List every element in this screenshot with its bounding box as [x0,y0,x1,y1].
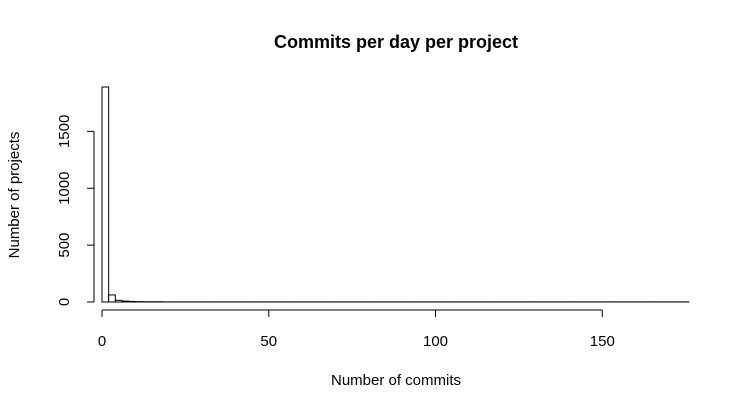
y-tick-label: 500 [56,233,73,258]
y-tick-label: 0 [56,298,73,306]
histogram-bar [101,86,110,303]
y-axis: 0 500 1000 1500 [56,115,95,306]
x-tick-label: 150 [590,333,615,350]
histogram-bar [114,299,123,303]
y-tick-label: 1500 [56,115,73,148]
x-tick-label: 0 [98,333,106,350]
histogram-bars [101,86,690,303]
histogram-bar [121,300,130,303]
x-axis-label: Number of commits [331,372,461,389]
y-axis-label: Number of projects [6,132,23,259]
chart-title: Commits per day per project [274,32,518,52]
x-tick-label: 100 [423,333,448,350]
x-axis: 0 50 100 150 [98,309,615,350]
histogram-bar [108,294,116,303]
histogram-bar [128,300,136,303]
y-tick-label: 1000 [56,172,73,205]
x-tick-label: 50 [260,333,277,350]
